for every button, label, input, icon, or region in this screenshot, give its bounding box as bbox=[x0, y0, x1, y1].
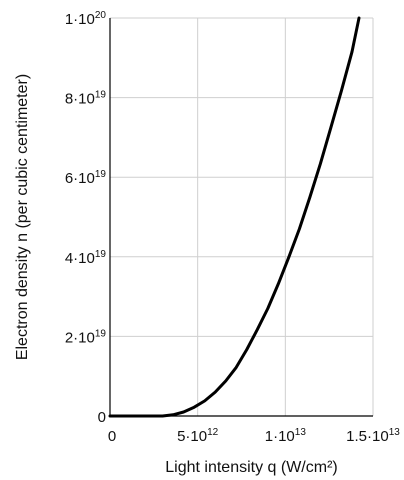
gridlines bbox=[110, 17, 374, 416]
x-tick-label-1: 5·1012 bbox=[177, 427, 219, 445]
x-tick-label-2: 1·1013 bbox=[265, 427, 307, 445]
y-tick-labels: 0 2·1019 4·1019 6·1019 8·1019 1·1020 bbox=[65, 10, 107, 426]
series-line bbox=[108, 16, 361, 418]
series-layer bbox=[108, 16, 361, 418]
y-tick-label-4: 8·1019 bbox=[65, 90, 107, 108]
y-tick-label-5: 1·1020 bbox=[65, 10, 107, 28]
y-tick-label-0: 0 bbox=[98, 409, 106, 426]
y-tick-label-1: 2·1019 bbox=[65, 328, 107, 346]
x-axis-label: Light intensity q (W/cm²) bbox=[165, 459, 337, 476]
y-tick-label-2: 4·1019 bbox=[65, 249, 107, 267]
x-tick-label-3: 1.5·1013 bbox=[346, 427, 400, 445]
x-tick-label-0: 0 bbox=[108, 428, 116, 445]
x-tick-labels: 0 5·1012 1·1013 1.5·1013 bbox=[108, 427, 400, 445]
y-tick-label-3: 6·1019 bbox=[65, 169, 107, 187]
y-axis-label: Electron density n (per cubic centimeter… bbox=[14, 74, 31, 360]
